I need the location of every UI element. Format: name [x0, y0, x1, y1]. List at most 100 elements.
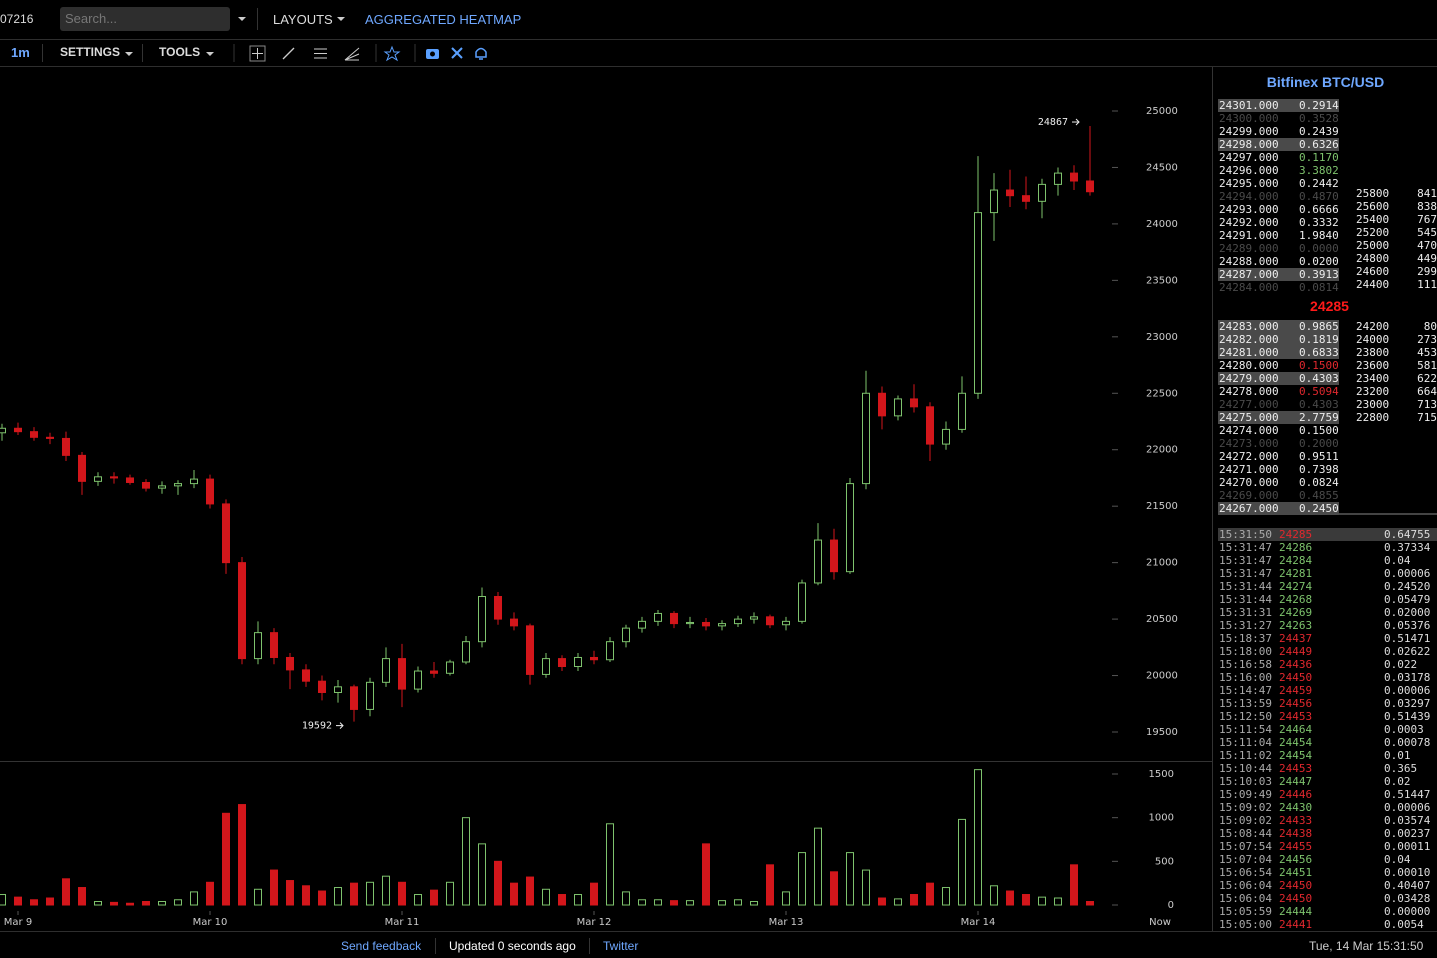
trade-price: 24274 [1279, 580, 1313, 593]
agg-price: 24200 [1356, 320, 1390, 333]
trade-time: 15:14:47 [1219, 684, 1272, 697]
volume-bar [622, 891, 630, 906]
agg-price: 23000 [1356, 398, 1390, 411]
candle-body [270, 632, 278, 658]
x-tick-label: Mar 12 [577, 917, 612, 928]
clock: Tue, 14 Mar 15:31:50 [1309, 939, 1424, 953]
layouts-menu[interactable]: LAYOUTS [273, 12, 333, 27]
trade-amount: 0.00078 [1384, 736, 1431, 749]
trade-time: 15:06:04 [1219, 879, 1272, 892]
agg-price: 24600 [1356, 265, 1390, 278]
trade-price: 24449 [1279, 645, 1313, 658]
trade-amount: 0.00237 [1384, 827, 1431, 840]
trade-amount: 0.00000 [1384, 905, 1431, 918]
agg-amount: 841 [1417, 187, 1437, 200]
trade-amount: 0.51471 [1384, 632, 1431, 645]
tools-menu[interactable]: TOOLS [159, 45, 201, 59]
volume-bar [702, 843, 710, 906]
trade-amount: 0.04 [1384, 554, 1411, 567]
fullscreen-tool[interactable] [451, 47, 463, 59]
twitter-link[interactable]: Twitter [603, 939, 639, 953]
interval-button[interactable]: 1m [11, 45, 30, 60]
search-placeholder: Search... [65, 11, 118, 26]
volume-bar [334, 887, 342, 906]
candle-body [206, 478, 214, 505]
agg-price: 25200 [1356, 226, 1390, 239]
trade-price: 24450 [1279, 892, 1313, 905]
volume-bar [1038, 896, 1046, 906]
crosshair-tool[interactable] [249, 45, 266, 62]
settings-menu[interactable]: SETTINGS [60, 45, 121, 59]
book-amount: 0.9865 [1299, 320, 1339, 333]
agg-price: 25400 [1356, 213, 1390, 226]
volume-bar [910, 894, 918, 906]
tools-caret [206, 52, 214, 56]
heatmap-link[interactable]: AGGREGATED HEATMAP [365, 12, 522, 27]
trade-price: 24286 [1279, 541, 1313, 554]
book-amount: 0.2000 [1299, 437, 1339, 450]
trade-amount: 0.00006 [1384, 801, 1431, 814]
volume-bar [462, 817, 470, 906]
row-highlight [1218, 372, 1339, 385]
volume-bar [1070, 864, 1078, 906]
trade-time: 15:31:44 [1219, 580, 1272, 593]
candle-body [718, 623, 726, 627]
candle-body [366, 681, 374, 710]
book-amount: 0.9511 [1299, 450, 1339, 463]
candle-body [574, 656, 582, 668]
trade-price: 24438 [1279, 827, 1313, 840]
candle-body [766, 616, 774, 626]
book-amount: 0.3528 [1299, 112, 1339, 125]
volume-bar [766, 864, 774, 906]
volume-bar [798, 852, 806, 906]
x-tick-label: Mar 9 [4, 917, 32, 928]
agg-amount: 111 [1417, 278, 1437, 291]
candle-body [62, 437, 70, 456]
agg-price: 25600 [1356, 200, 1390, 213]
volume-bar [494, 860, 502, 906]
alert-tool[interactable] [475, 47, 487, 60]
fib-tool[interactable] [344, 47, 360, 61]
candle-body [846, 483, 854, 573]
volume-bar [1054, 897, 1062, 906]
candle-body [398, 658, 406, 690]
book-price: 24291.000 [1219, 229, 1279, 242]
favorite-tool[interactable] [383, 45, 401, 62]
candle-body [670, 612, 678, 625]
volume-bar [958, 818, 966, 906]
trade-amount: 0.02 [1384, 775, 1411, 788]
candle-body [382, 658, 390, 683]
book-amount: 0.2914 [1299, 99, 1339, 112]
book-amount: 0.6326 [1299, 138, 1339, 151]
feedback-link[interactable]: Send feedback [341, 939, 422, 953]
row-highlight [1218, 502, 1339, 515]
candle-body [1054, 172, 1062, 185]
hline-tool[interactable] [314, 48, 327, 59]
agg-price: 24000 [1356, 333, 1390, 346]
volume-bar [382, 875, 390, 906]
book-price: 24292.000 [1219, 216, 1279, 229]
volume-bar [974, 769, 982, 906]
trade-price: 24430 [1279, 801, 1313, 814]
trade-price: 24454 [1279, 736, 1313, 749]
snapshot-tool[interactable] [426, 49, 439, 59]
candle-body [974, 212, 982, 394]
search-box[interactable]: Search... [60, 7, 230, 31]
trade-price: 24450 [1279, 671, 1313, 684]
trade-time: 15:31:44 [1219, 593, 1272, 606]
trendline-tool[interactable] [282, 47, 295, 60]
volume-bar [110, 901, 118, 906]
candle-body [894, 398, 902, 417]
search-dropdown[interactable] [238, 17, 246, 21]
trade-amount: 0.0003 [1384, 723, 1424, 736]
volume-bar [478, 843, 486, 906]
settings-caret [125, 52, 133, 56]
extreme-arrowhead [339, 722, 344, 729]
agg-amount: 581 [1417, 359, 1437, 372]
trade-amount: 0.03178 [1384, 671, 1431, 684]
book-price: 24295.000 [1219, 177, 1279, 190]
volume-bar [430, 889, 438, 906]
book-amount: 0.5094 [1299, 385, 1339, 398]
row-highlight [1218, 333, 1339, 346]
volume-bar [174, 899, 182, 906]
